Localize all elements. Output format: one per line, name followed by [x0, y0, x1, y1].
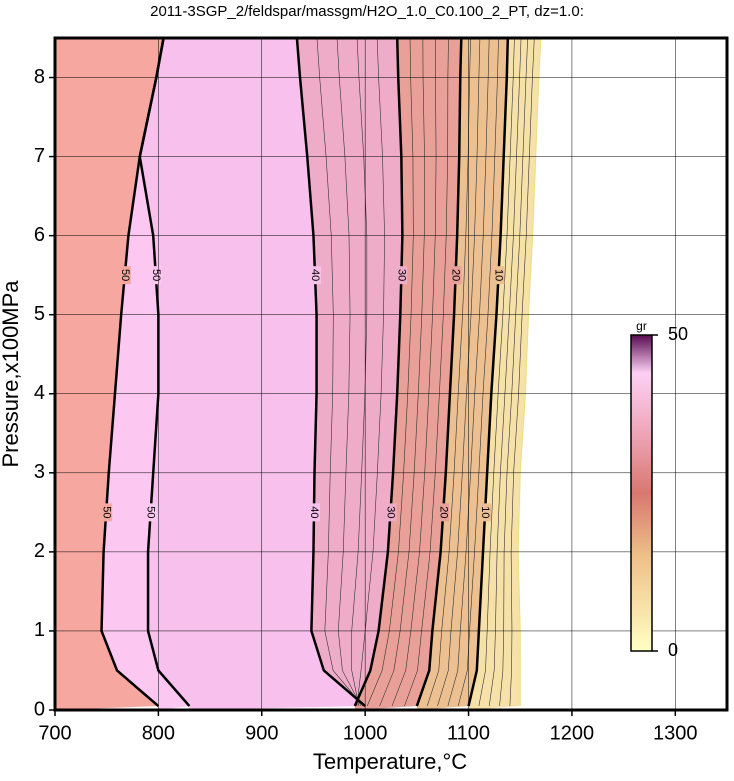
y-tick-label: 8 — [34, 66, 45, 88]
y-tick-label: 3 — [34, 461, 45, 483]
contour-label-bg — [384, 503, 397, 522]
colorbar-tick-label: 0 — [668, 640, 678, 660]
contour-fill — [55, 38, 164, 710]
contour-fill — [296, 38, 403, 710]
contour-label-bg — [309, 266, 322, 285]
x-tick-label: 800 — [142, 722, 175, 744]
x-tick-label: 900 — [245, 722, 278, 744]
contour-label-bg — [449, 266, 462, 285]
contour-fill — [354, 38, 462, 710]
y-tick-label: 1 — [34, 619, 45, 641]
y-tick-label: 7 — [34, 145, 45, 167]
y-tick-label: 0 — [34, 698, 45, 720]
plot-frame — [53, 36, 729, 712]
contour-label: 10 — [493, 269, 505, 281]
x-tick-label: 1200 — [550, 722, 595, 744]
contour-fill — [416, 38, 508, 710]
contour-label: 50 — [150, 269, 162, 281]
contour-label: 30 — [385, 506, 397, 518]
y-tick-label: 2 — [34, 540, 45, 562]
contour-label: 10 — [479, 506, 491, 518]
x-tick-label: 1300 — [653, 722, 698, 744]
colorbar-tick-label: 50 — [668, 324, 688, 344]
y-tick-label: 4 — [34, 382, 45, 404]
y-tick-label: 5 — [34, 303, 45, 325]
contour-label: 50 — [100, 506, 112, 518]
x-tick-label: 1000 — [343, 722, 388, 744]
plot-area: 50 50 50 50 40 40 30 30 20 20 10 10 — [55, 38, 542, 710]
contour-label: 30 — [395, 269, 407, 281]
contour-label: 40 — [308, 506, 320, 518]
contour-label-bg — [149, 266, 162, 285]
contour-label-bg — [118, 266, 131, 285]
contour-label: 20 — [450, 269, 462, 281]
colorbar-label: gr — [636, 319, 647, 333]
contour-label: 50 — [119, 269, 131, 281]
y-tick-label: 6 — [34, 224, 45, 246]
contour-label-bg — [395, 266, 408, 285]
y-axis-label: Pressure,x100MPa — [0, 280, 23, 468]
contour-fill — [101, 38, 190, 710]
x-tick-label: 1100 — [447, 722, 490, 744]
colorbar — [630, 334, 653, 652]
contour-label: 50 — [145, 506, 157, 518]
contour-fill — [139, 38, 366, 710]
contour-label-bg — [479, 503, 492, 522]
contour-label-bg — [492, 266, 505, 285]
contour-label-bg — [144, 503, 157, 522]
contour-label-bg — [307, 503, 320, 522]
x-axis-label: Temperature,°C — [313, 749, 467, 774]
contour-label-bg — [100, 503, 113, 522]
contour-label: 40 — [309, 269, 321, 281]
contour-label-bg — [437, 503, 450, 522]
chart-title: 2011-3SGP_2/feldspar/massgm/H2O_1.0_C0.1… — [150, 3, 584, 20]
contour-fill — [468, 38, 541, 710]
x-tick-label: 700 — [38, 722, 71, 744]
contour-label: 20 — [437, 506, 449, 518]
